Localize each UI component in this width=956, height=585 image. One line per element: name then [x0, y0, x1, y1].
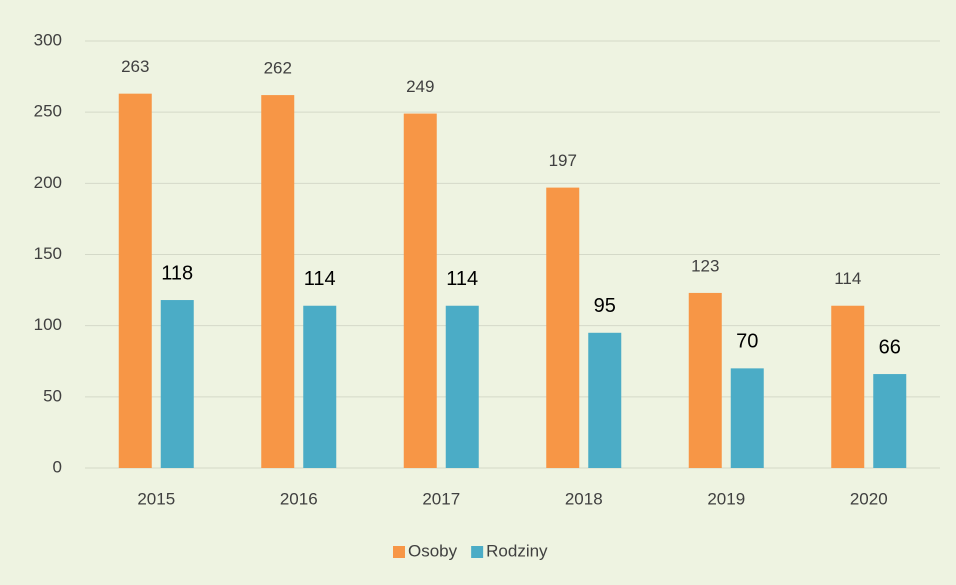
x-tick-label: 2017 [422, 489, 460, 508]
bar [261, 95, 295, 468]
bar [303, 305, 337, 468]
legend-swatch [393, 546, 405, 558]
legend-swatch [471, 546, 484, 558]
data-label: 70 [736, 331, 758, 353]
y-tick-label: 250 [34, 102, 62, 121]
y-tick-label: 0 [53, 457, 62, 476]
data-label: 95 [594, 295, 616, 317]
bar [118, 93, 152, 468]
data-label: 263 [121, 57, 149, 76]
bar [831, 305, 865, 468]
x-tick-label: 2018 [565, 489, 603, 508]
bar [546, 187, 580, 468]
data-label: 262 [264, 59, 292, 78]
bar [445, 305, 479, 468]
y-tick-label: 50 [43, 386, 62, 405]
bar [588, 332, 622, 468]
bar [873, 374, 907, 468]
data-label: 197 [549, 151, 577, 170]
bar [730, 368, 764, 468]
data-label: 114 [834, 269, 861, 288]
legend-label: Osoby [408, 541, 458, 560]
bar [160, 300, 194, 468]
data-label: 123 [691, 256, 719, 275]
data-label: 114 [446, 268, 478, 290]
bar [688, 292, 722, 468]
x-tick-label: 2019 [707, 489, 745, 508]
x-tick-label: 2020 [850, 489, 888, 508]
bar [403, 113, 437, 468]
x-tick-label: 2016 [280, 489, 318, 508]
y-tick-label: 200 [34, 173, 62, 192]
legend-label: Rodziny [486, 541, 548, 560]
y-tick-label: 100 [34, 315, 62, 334]
x-tick-label: 2015 [137, 489, 175, 508]
y-tick-label: 300 [34, 30, 62, 49]
y-tick-label: 150 [34, 244, 62, 263]
data-label: 114 [304, 268, 336, 290]
data-label: 249 [406, 77, 434, 96]
data-label: 66 [879, 336, 901, 358]
data-label: 118 [161, 262, 193, 284]
